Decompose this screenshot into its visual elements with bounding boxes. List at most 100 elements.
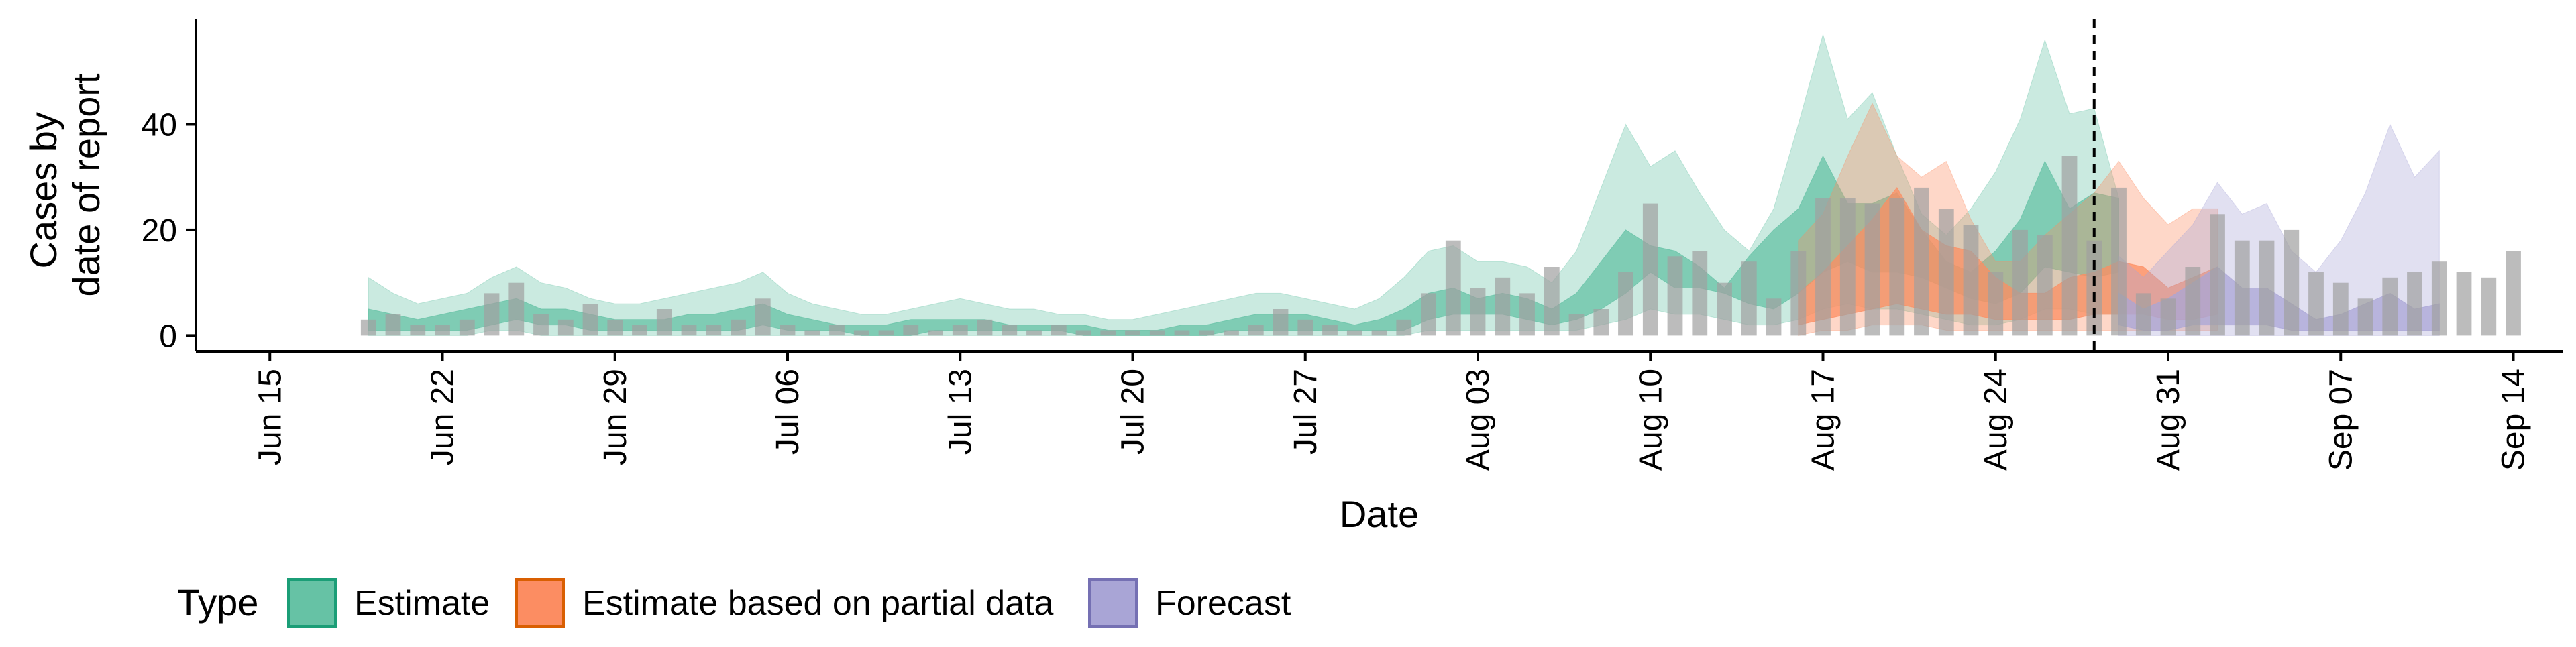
reported-case-bar [459, 319, 475, 336]
reported-case-bar [582, 304, 598, 336]
reported-case-bar [878, 330, 894, 336]
legend-label-partial: Estimate based on partial data [582, 584, 1054, 623]
legend-label-forecast: Forecast [1155, 584, 1291, 623]
reported-case-bar [484, 293, 500, 336]
x-tick-label: Aug 03 [1460, 369, 1496, 471]
reported-case-bar [2407, 272, 2422, 336]
reported-case-bar [1766, 298, 1782, 336]
x-tick-label: Jul 20 [1116, 369, 1151, 455]
reported-case-bar [2284, 229, 2300, 336]
reported-case-bar [1568, 314, 1585, 336]
reported-case-bar [1470, 288, 1486, 336]
reported-case-bar [1199, 330, 1215, 336]
reported-case-bar [2111, 187, 2127, 336]
x-tick-label: Jul 13 [943, 369, 978, 455]
reported-case-bar [1790, 251, 1807, 336]
reported-case-bar [1100, 330, 1116, 336]
reported-case-bar [385, 314, 401, 336]
y-tick-label: 20 [142, 213, 177, 249]
reported-case-bar [607, 319, 623, 336]
y-axis-title-line-1: Cases by [22, 112, 64, 268]
x-axis-ticks: Jun 15 Jun 22 Jun 29 Jul 06 Jul 13 Jul 20 Jul … [252, 351, 2532, 471]
reported-case-bar [1421, 293, 1436, 336]
reported-case-bar [1297, 319, 1313, 336]
reported-case-bar [2456, 272, 2472, 336]
reported-case-bar [977, 319, 993, 336]
reported-case-bar [1938, 209, 1954, 336]
reported-case-bar [780, 325, 796, 336]
reported-case-bar [2234, 240, 2250, 336]
reported-case-bar [508, 282, 525, 336]
reported-case-bar [1075, 330, 1091, 336]
reported-case-bar [1149, 330, 1165, 336]
reported-case-bar [2431, 261, 2447, 336]
reported-case-bar [1889, 198, 1905, 336]
x-tick-label: Sep 14 [2496, 369, 2532, 471]
legend-title: Type [177, 581, 258, 624]
reported-case-bar [2135, 293, 2151, 336]
x-tick-label: Jul 06 [770, 369, 806, 455]
reported-case-bar [2308, 272, 2324, 336]
reported-case-bar [1667, 256, 1683, 336]
legend-item-partial: Estimate based on partial data [515, 578, 1054, 628]
reported-case-bar [2259, 240, 2275, 336]
reported-case-bar [1273, 309, 1289, 336]
reported-case-bar [1839, 198, 1856, 336]
y-axis-ticks: 0 20 40 [142, 107, 196, 354]
reported-case-bar [1051, 325, 1067, 336]
reported-case-bar [410, 325, 426, 336]
reported-case-bar [681, 325, 697, 336]
reported-case-bar [1026, 330, 1042, 336]
reported-case-bar [1174, 330, 1190, 336]
legend: Type Estimate Estimate based on partial … [177, 578, 1291, 628]
reported-case-bar [2210, 214, 2225, 336]
reported-case-bar [2037, 235, 2053, 336]
reported-case-bar [1618, 272, 1633, 336]
reported-case-bar [656, 309, 672, 336]
reported-case-bar [2506, 251, 2521, 336]
reported-case-bar [557, 319, 574, 336]
legend-label-estimate: Estimate [354, 584, 490, 623]
reported-case-bar [1692, 251, 1708, 336]
reported-case-bar [903, 325, 919, 336]
reported-case-bar [2357, 298, 2373, 336]
x-tick-label: Aug 10 [1633, 369, 1668, 471]
reported-case-bar [1396, 319, 1412, 336]
reported-case-bar [435, 325, 450, 336]
reported-case-bar [1864, 203, 1880, 336]
reported-case-bar [2332, 282, 2349, 336]
reported-case-bar [1495, 277, 1511, 336]
ribbon-layer [368, 33, 2440, 337]
reported-case-bar [1642, 203, 1658, 336]
legend-item-estimate: Estimate [287, 578, 490, 628]
reported-case-bar [2185, 267, 2201, 336]
reported-case-bar [1544, 267, 1560, 336]
reported-case-bar [2382, 277, 2398, 336]
reported-case-bar [1248, 325, 1264, 336]
reported-case-bar [2061, 156, 2078, 336]
reported-case-bar [1224, 330, 1239, 336]
x-tick-label: Jun 22 [425, 369, 461, 465]
reported-case-bar [1593, 309, 1609, 336]
reported-case-bar [829, 325, 845, 336]
y-axis-title: Cases by date of report [22, 73, 107, 297]
reported-case-bar [1002, 325, 1018, 336]
reported-case-bar [1125, 330, 1140, 336]
x-tick-label: Jun 15 [252, 369, 288, 465]
y-axis-title-line-2: date of report [65, 73, 107, 297]
legend-key-partial [515, 578, 565, 628]
reported-case-bar [1346, 330, 1362, 336]
reported-case-bar [1741, 261, 1757, 336]
y-tick-label: 0 [159, 318, 177, 354]
reported-case-bar [1717, 282, 1732, 336]
legend-item-forecast: Forecast [1088, 578, 1291, 628]
reported-case-bar [706, 325, 722, 336]
reported-case-bar [360, 319, 376, 336]
reported-case-bar [755, 298, 771, 336]
reported-case-bar [2086, 240, 2102, 336]
legend-key-estimate [287, 578, 337, 628]
reported-case-bar [533, 314, 549, 336]
reported-case-bar [1371, 330, 1387, 336]
